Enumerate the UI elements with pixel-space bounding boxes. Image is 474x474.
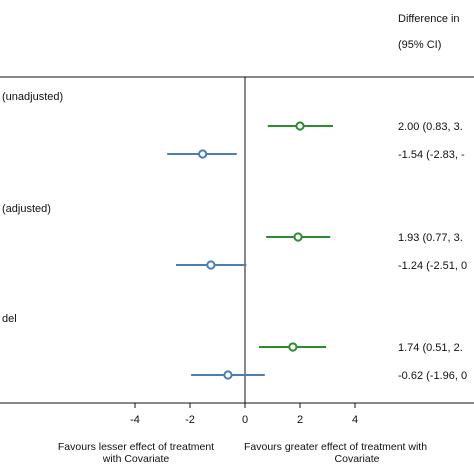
subgroup: (unadjusted) 2.00 (0.83, 3. -1.54 (-2.83, …	[2, 91, 465, 161]
point-estimate-marker	[206, 260, 216, 270]
x-tick-label: 0	[242, 414, 248, 426]
subgroup: del 1.74 (0.51, 2. -0.62 (-1.96, 0	[2, 313, 467, 382]
favours-left-label: Favours lesser effect of treatment with …	[58, 441, 214, 465]
subgroups: (unadjusted) 2.00 (0.83, 3. -1.54 (-2.83, …	[2, 91, 467, 382]
x-tick-label: -2	[185, 414, 195, 426]
subgroup-label: (adjusted)	[2, 203, 51, 215]
favours-left-line-1: Favours lesser effect of treatment	[58, 441, 214, 453]
x-axis-ticks: -4 -2 0 2 4	[130, 403, 358, 426]
favours-right-line-1: Favours greater effect of treatment with	[244, 441, 427, 453]
subgroup-label: del	[2, 313, 17, 325]
x-tick-label: 4	[352, 414, 358, 426]
subgroup: (adjusted) 1.93 (0.77, 3. -1.24 (-2.51, 0	[2, 203, 467, 272]
point-estimate-marker	[293, 232, 303, 242]
favours-left-line-2: with Covariate	[102, 453, 170, 465]
point-estimate-marker	[223, 370, 233, 380]
header-line-1: Difference in	[398, 13, 460, 25]
x-tick-label: -4	[130, 414, 140, 426]
favours-right-line-2: Covariate	[335, 453, 380, 465]
x-tick-label: 2	[297, 414, 303, 426]
estimate-ci-label: 2.00 (0.83, 3.	[398, 121, 463, 133]
estimate-column-header: Difference in (95% CI)	[398, 13, 460, 51]
estimate-ci-label: -1.54 (-2.83, -	[398, 149, 465, 161]
point-estimate-marker	[295, 121, 305, 131]
favours-right-label: Favours greater effect of treatment with…	[244, 441, 427, 465]
estimate-ci-label: 1.93 (0.77, 3.	[398, 232, 463, 244]
estimate-ci-label: 1.74 (0.51, 2.	[398, 342, 463, 354]
point-estimate-marker	[288, 342, 298, 352]
header-line-2: (95% CI)	[398, 39, 441, 51]
estimate-ci-label: -1.24 (-2.51, 0	[398, 260, 467, 272]
subgroup-label: (unadjusted)	[2, 91, 63, 103]
estimate-ci-label: -0.62 (-1.96, 0	[398, 370, 467, 382]
point-estimate-marker	[198, 149, 208, 159]
